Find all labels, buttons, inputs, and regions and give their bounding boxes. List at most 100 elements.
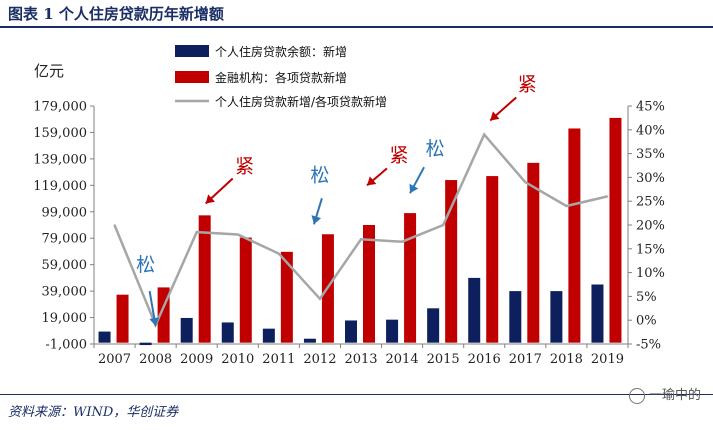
y-left-tick-label: -1,000 <box>45 338 87 353</box>
x-tick-label: 2013 <box>344 352 377 367</box>
ratio-point <box>606 195 609 198</box>
source-note: 资料来源：WIND，华创证券 <box>8 405 179 420</box>
bar-housing-loan-increase <box>509 291 522 343</box>
annotation-arrowhead <box>490 111 500 121</box>
y-left-tick-label: 99,000 <box>42 205 88 220</box>
x-tick-label: 2012 <box>303 352 336 367</box>
bar-total-loan-increase <box>239 237 252 343</box>
bottom-rule <box>0 394 713 395</box>
y-left-tick-label: 179,000 <box>33 100 87 115</box>
ratio-point <box>278 252 280 255</box>
ratio-point <box>236 233 239 236</box>
bar-housing-loan-increase <box>345 320 357 343</box>
x-tick-label: 2015 <box>427 352 460 367</box>
annotation-arrowhead <box>205 194 215 204</box>
bar-housing-loan-increase <box>303 338 316 343</box>
x-tick-label: 2017 <box>509 352 542 367</box>
x-tick-label: 2007 <box>98 352 131 367</box>
bar-housing-loan-increase <box>468 277 481 343</box>
x-tick-label: 2016 <box>468 352 501 367</box>
bar-housing-loan-increase <box>180 317 193 343</box>
annotation-label: 松 <box>310 164 329 186</box>
bar-total-loan-increase <box>280 251 293 343</box>
bar-housing-loan-increase <box>386 319 399 343</box>
y-right-tick-label: 15% <box>636 242 665 257</box>
annotation-label: 紧 <box>235 155 254 177</box>
wechat-icon <box>628 387 645 404</box>
bar-total-loan-increase <box>116 294 129 343</box>
annotation-label: 松 <box>136 254 155 276</box>
ratio-point <box>483 133 486 136</box>
annotation-label: 松 <box>426 138 445 160</box>
annotation-arrowhead <box>367 176 377 186</box>
y-right-tick-label: 20% <box>636 219 665 234</box>
y-right-tick-label: 30% <box>636 171 665 186</box>
x-tick-label: 2019 <box>591 352 624 367</box>
y-left-tick-label: 139,000 <box>33 152 87 167</box>
x-tick-label: 2014 <box>386 352 419 367</box>
y-right-tick-label: 45% <box>636 100 665 115</box>
ratio-point <box>524 181 527 183</box>
y-left-tick-label: 39,000 <box>42 285 88 300</box>
ratio-point <box>195 231 198 233</box>
annotation-arrowhead <box>149 317 160 327</box>
annotation-label: 紧 <box>518 73 537 95</box>
ratio-point <box>442 224 444 226</box>
bar-total-loan-increase <box>404 213 417 343</box>
bar-housing-loan-increase <box>98 331 111 343</box>
legend-swatch-total <box>175 71 209 83</box>
y-left-tick-label: 19,000 <box>42 311 88 326</box>
x-tick-label: 2011 <box>262 352 295 367</box>
legend-swatch-housing <box>175 45 209 57</box>
bars <box>98 117 622 346</box>
annotation-arrowhead <box>409 183 419 194</box>
y-left-tick-label: 59,000 <box>42 258 88 273</box>
x-tick-label: 2009 <box>180 352 213 367</box>
y-left-tick-label: 79,000 <box>42 232 88 247</box>
bar-housing-loan-increase <box>221 322 234 343</box>
bar-total-loan-increase <box>568 128 581 343</box>
bar-housing-loan-increase <box>550 291 563 343</box>
bar-total-loan-increase <box>486 176 499 343</box>
bar-housing-loan-increase <box>262 328 275 343</box>
figure-title: 图表 1 个人住房贷款历年新增额 <box>8 5 224 23</box>
y-left-tick-label: 159,000 <box>33 126 87 141</box>
legend-label-ratio: 个人住房贷款新增/各项贷款新增 <box>215 94 387 109</box>
bar-total-loan-increase <box>445 180 458 343</box>
annotations: 松紧 松紧 松紧 <box>136 73 537 327</box>
y-right-tick-label: 10% <box>636 266 665 281</box>
bar-housing-loan-increase <box>427 308 440 343</box>
ratio-point <box>401 240 403 243</box>
ratio-point <box>360 238 362 241</box>
ratio-point <box>319 297 321 300</box>
y-left-tick-label: 119,000 <box>33 179 87 194</box>
y-right-tick-label: -5% <box>636 338 661 353</box>
y-right-tick-label: 0% <box>636 314 657 329</box>
x-tick-label: 2008 <box>139 352 172 367</box>
x-tick-label: 2010 <box>221 352 254 367</box>
chart: 亿元 个人住房贷款余额：新增金融机构：各项贷款新增个人住房贷款新增/各项贷款新增… <box>33 44 665 368</box>
bar-total-loan-increase <box>198 215 211 343</box>
y-right-tick-label: 40% <box>636 123 665 138</box>
bar-total-loan-increase <box>527 162 540 343</box>
annotation-label: 紧 <box>389 144 408 166</box>
y-left-unit-label: 亿元 <box>34 62 64 80</box>
axes: 179,000 159,000 139,000 119,000 99,000 79,000… <box>33 100 665 368</box>
bar-total-loan-increase <box>609 117 622 343</box>
title-rule <box>0 26 713 28</box>
y-right-tick-label: 35% <box>636 147 665 162</box>
watermark-text: 一瑜中的 <box>648 388 701 403</box>
bar-housing-loan-increase <box>139 342 152 346</box>
bar-housing-loan-increase <box>591 284 604 343</box>
y-right-tick-label: 5% <box>636 290 657 305</box>
legend-label-housing: 个人住房贷款余额：新增 <box>215 44 347 59</box>
annotation-arrowhead <box>311 215 322 225</box>
x-tick-label: 2018 <box>550 352 583 367</box>
y-right-tick-label: 25% <box>636 195 665 210</box>
legend-label-total: 金融机构：各项贷款新增 <box>215 70 347 85</box>
ratio-point <box>565 205 568 207</box>
ratio-point <box>113 224 116 226</box>
bar-total-loan-increase <box>363 225 375 343</box>
watermark: 一瑜中的 <box>628 384 701 404</box>
